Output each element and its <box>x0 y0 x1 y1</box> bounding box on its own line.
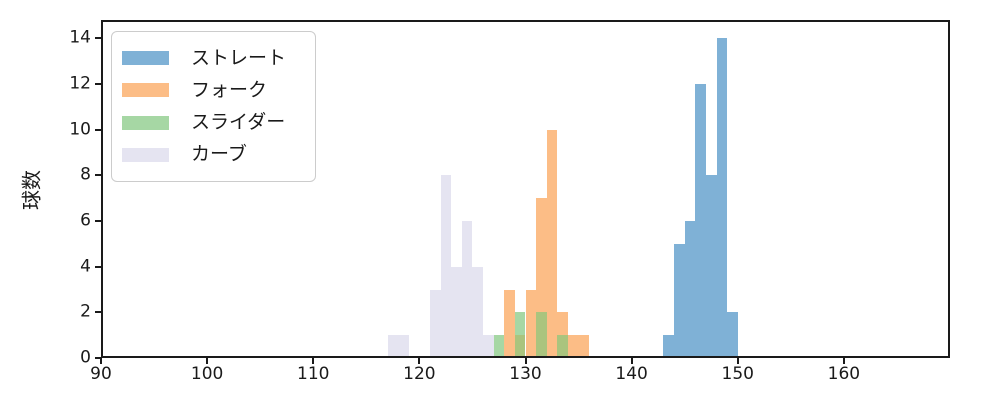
x-tick-mark <box>842 358 845 364</box>
y-tick-label: 2 <box>80 301 91 322</box>
x-tick-label: 90 <box>90 364 112 384</box>
x-tick-mark <box>312 358 315 364</box>
histogram-bar-segment <box>578 335 590 358</box>
legend-label-slider: スライダー <box>191 111 286 134</box>
y-tick-label: 8 <box>80 164 91 185</box>
x-tick-label: 140 <box>615 364 648 384</box>
x-tick-mark <box>206 358 209 364</box>
x-tick-mark <box>524 358 527 364</box>
histogram-bar-segment <box>695 83 706 358</box>
histogram-bar-segment <box>557 335 568 358</box>
y-tick-mark <box>95 265 101 268</box>
histogram-bar-segment <box>536 198 547 313</box>
histogram-bar-segment <box>546 129 558 358</box>
histogram-bar-segment <box>504 289 515 358</box>
y-tick-mark <box>95 128 101 131</box>
legend-item-curve: カーブ <box>122 142 315 168</box>
histogram-bar-segment <box>716 38 728 358</box>
y-tick-label: 6 <box>80 210 91 231</box>
histogram-bar-segment <box>472 266 484 358</box>
histogram-bar-segment <box>451 266 462 358</box>
x-tick-mark <box>100 358 102 364</box>
histogram-bar-segment <box>514 312 526 336</box>
histogram-bar-segment <box>663 335 675 358</box>
histogram-bar-segment <box>674 243 685 358</box>
legend-swatch-curve <box>122 147 169 162</box>
x-tick-label: 130 <box>509 364 542 384</box>
x-tick-label: 120 <box>403 364 436 384</box>
x-tick-label: 110 <box>297 364 330 384</box>
y-tick-label: 0 <box>80 347 91 368</box>
y-tick-mark <box>95 82 101 85</box>
x-tick-mark <box>418 358 421 364</box>
histogram-bar-segment <box>429 289 441 358</box>
legend-label-fork: フォーク <box>191 78 268 101</box>
histogram-bar-segment <box>727 312 738 358</box>
y-tick-mark <box>95 37 101 40</box>
legend-item-slider: スライダー <box>122 110 315 136</box>
legend-item-straight: ストレート <box>122 45 315 71</box>
x-tick-label: 160 <box>827 364 861 384</box>
y-tick-mark <box>95 311 101 314</box>
y-axis-label: 球数 <box>19 170 44 210</box>
x-tick-label: 100 <box>190 364 224 384</box>
legend-label-curve: カーブ <box>191 143 247 166</box>
x-tick-mark <box>736 358 739 364</box>
histogram-bar-segment <box>483 335 494 358</box>
histogram-bar-segment <box>567 335 579 358</box>
legend-item-fork: フォーク <box>122 77 315 103</box>
legend: ストレート フォーク スライダー カーブ <box>111 31 316 182</box>
histogram-bar-segment <box>557 312 568 336</box>
legend-label-straight: ストレート <box>191 46 287 69</box>
y-tick-mark <box>95 357 101 359</box>
histogram-bar-segment <box>493 335 505 358</box>
histogram-bar-segment <box>440 175 452 358</box>
y-tick-mark <box>95 219 101 222</box>
y-tick-label: 4 <box>80 256 91 277</box>
histogram-bar-segment <box>525 289 537 358</box>
x-tick-label: 150 <box>721 364 754 384</box>
legend-swatch-slider <box>122 115 169 130</box>
x-tick-mark <box>630 358 633 364</box>
histogram-bar-segment <box>398 335 409 358</box>
legend-swatch-fork <box>122 83 169 98</box>
y-tick-mark <box>95 174 101 177</box>
y-tick-label: 12 <box>69 73 91 94</box>
histogram-bar-segment <box>536 312 547 358</box>
histogram-bar-segment <box>461 220 473 358</box>
histogram-bar-segment <box>387 335 399 358</box>
legend-swatch-straight <box>122 51 169 65</box>
histogram-bar-segment <box>514 335 526 358</box>
y-tick-label: 10 <box>69 119 91 140</box>
y-tick-label: 14 <box>69 27 91 48</box>
histogram-bar-segment <box>684 220 696 358</box>
histogram-bar-segment <box>705 175 717 358</box>
plot-area: ストレート フォーク スライダー カーブ 90 100 110 120 130 140 15… <box>69 20 950 383</box>
